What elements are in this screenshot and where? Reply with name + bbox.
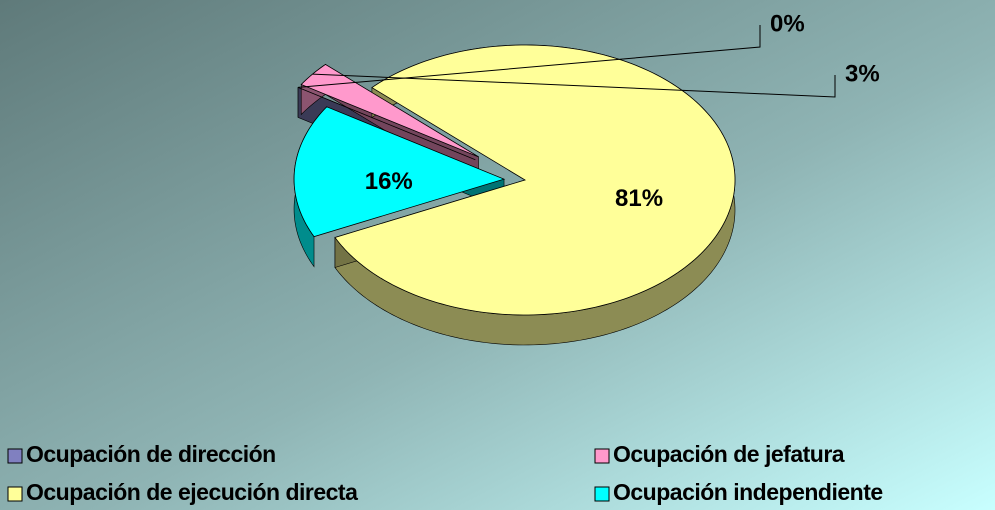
pie-slice: [293, 106, 506, 238]
leader-line: [312, 73, 836, 98]
legend: Ocupación de dirección Ocupación de jefat…: [7, 441, 883, 505]
pie-labels: 0% 3% 81% 16%: [298, 10, 880, 212]
legend-swatch: [7, 486, 23, 502]
pie-slice: [334, 44, 736, 316]
legend-label: Ocupación de dirección: [26, 441, 276, 467]
legend-label: Ocupación independiente: [613, 479, 883, 505]
pie-tops: [293, 44, 736, 316]
legend-swatch: [594, 486, 610, 502]
data-label: 81%: [615, 185, 663, 212]
data-label: 16%: [365, 168, 413, 195]
data-label: 0%: [770, 10, 805, 37]
leader-line: [298, 25, 761, 88]
pie-slice: [300, 63, 479, 158]
legend-label: Ocupación de jefatura: [613, 441, 845, 467]
legend-swatch: [7, 448, 23, 464]
legend-label: Ocupación de ejecución directa: [26, 479, 358, 505]
data-label: 3%: [845, 60, 880, 87]
legend-swatch: [594, 448, 610, 464]
